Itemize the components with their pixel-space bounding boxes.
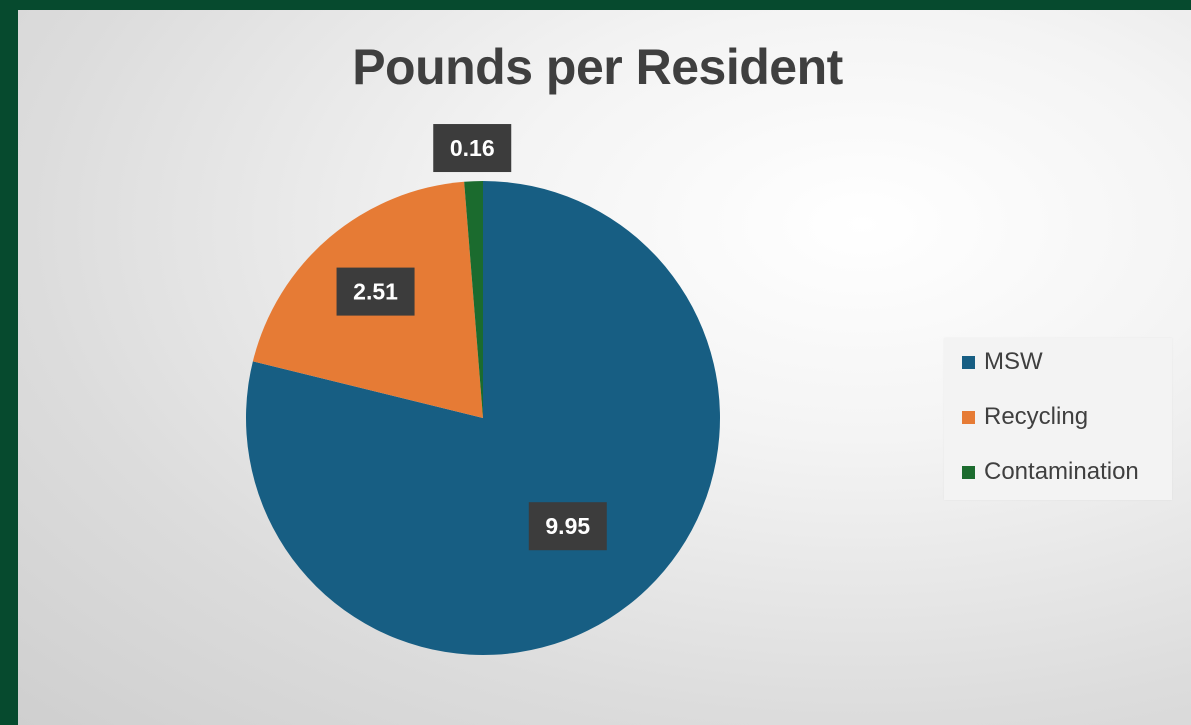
- data-label-msw: 9.95: [528, 502, 607, 551]
- data-label-box-recycling: [336, 267, 415, 316]
- data-label-recycling: 2.51: [336, 267, 415, 316]
- data-label-text-recycling: 2.51: [353, 279, 398, 305]
- legend-swatch-recycling: [962, 410, 975, 424]
- chart-legend: MSW Recycling Contamination: [944, 338, 1172, 500]
- legend-swatch-msw: [962, 355, 975, 369]
- legend-item-msw: MSW: [962, 348, 1043, 376]
- data-label-text-contamination: 0.16: [450, 135, 495, 161]
- legend-item-recycling: Recycling: [962, 403, 1088, 431]
- data-label-contamination: 0.16: [433, 124, 512, 173]
- legend-label-msw: MSW: [984, 348, 1043, 375]
- legend-label-contamination: Contamination: [984, 458, 1139, 485]
- data-label-box-msw: [528, 502, 607, 551]
- legend-label-recycling: Recycling: [984, 403, 1089, 430]
- data-label-box-contamination: [433, 124, 512, 173]
- data-label-text-msw: 9.95: [545, 513, 590, 539]
- pie-slice-contamination: [464, 181, 483, 418]
- legend-item-contamination: Contamination: [962, 458, 1139, 486]
- chart-title: Pounds per Resident: [352, 39, 843, 95]
- legend-swatch-contamination: [962, 465, 975, 479]
